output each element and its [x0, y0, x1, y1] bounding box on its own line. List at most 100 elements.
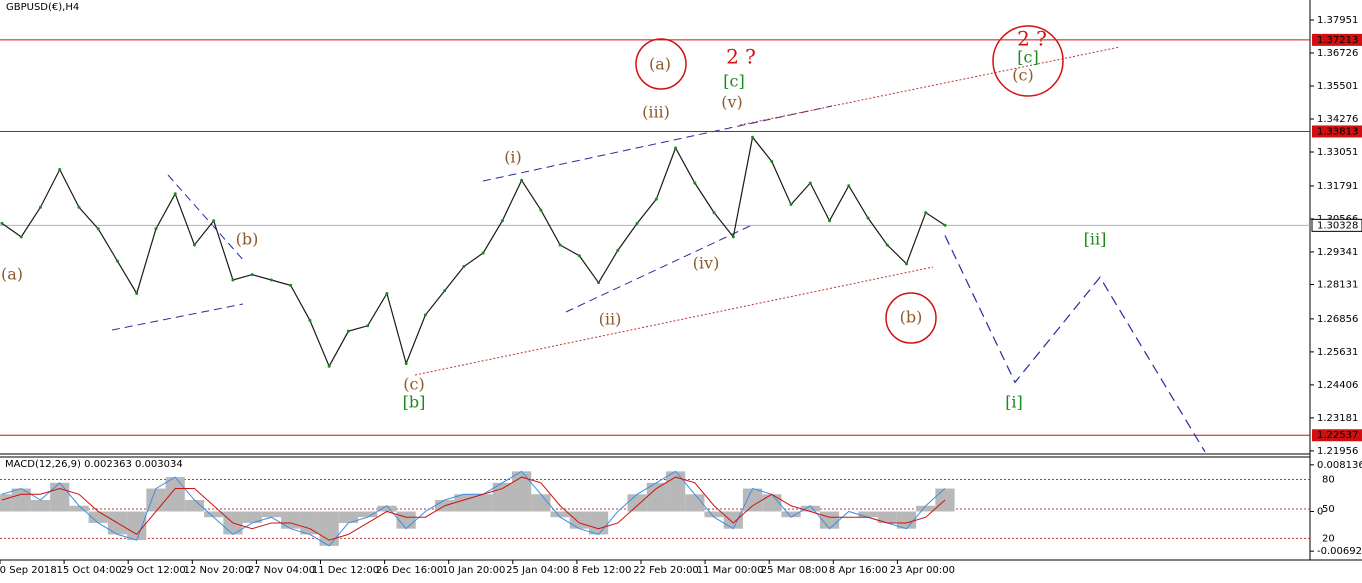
wave-label: (v)	[721, 93, 743, 112]
macd-bar	[146, 488, 166, 512]
macd-bar	[723, 511, 743, 529]
x-tick-label: 23 Apr 00:00	[890, 565, 955, 576]
macd-bar	[127, 511, 147, 541]
wave-label: [b]	[403, 393, 426, 412]
macd-bar	[569, 511, 589, 529]
price-point	[905, 262, 909, 266]
macd-bar	[30, 500, 51, 512]
x-tick-label: 12 Nov 20:00	[184, 565, 251, 576]
price-point	[346, 329, 350, 333]
wave-label: (b)	[900, 308, 923, 327]
price-point	[231, 278, 235, 282]
macd-bar	[781, 511, 801, 518]
macd-bar	[550, 511, 570, 518]
macd-bar	[704, 511, 724, 518]
macd-bar	[300, 511, 320, 535]
price-point	[828, 219, 832, 223]
y-tick-label: 1.21956	[1317, 446, 1358, 457]
macd-bar	[588, 511, 609, 535]
macd-bar	[358, 511, 378, 518]
macd-bar	[454, 494, 474, 512]
x-tick-label: 11 Mar 00:00	[697, 565, 764, 576]
wave-label: (iv)	[693, 254, 720, 273]
price-point	[808, 181, 812, 185]
price-point	[154, 227, 158, 231]
x-tick-label: 29 Oct 12:00	[121, 565, 186, 576]
y-tick-label: 1.37951	[1317, 15, 1358, 26]
price-point	[423, 313, 427, 317]
price-point	[481, 251, 485, 255]
y-tick-label: 1.28131	[1317, 280, 1358, 291]
price-point	[693, 181, 697, 185]
macd-bar	[627, 494, 647, 512]
level-tag	[1312, 429, 1362, 442]
macd-bar	[242, 511, 262, 523]
price-point	[173, 192, 177, 196]
price-point	[58, 168, 62, 172]
wave-labels: (a) (b) (c) [b] (i) (ii) (iii) (iv) (v) …	[1, 27, 1106, 412]
y-tick-label: 1.35501	[1317, 81, 1358, 92]
macd-bar	[377, 505, 397, 512]
wave-label: (i)	[504, 148, 522, 167]
macd-bar	[646, 482, 666, 512]
y-tick-label: 1.31791	[1317, 181, 1358, 192]
channel-line	[414, 266, 934, 376]
y-tick-label: 1.34276	[1317, 114, 1358, 125]
price-point	[250, 273, 254, 277]
level-tag	[1312, 33, 1362, 46]
x-tick-label: 8 Feb 12:00	[572, 565, 631, 576]
price-point	[500, 219, 504, 223]
x-tick-label: 25 Jan 04:00	[506, 565, 569, 576]
price-point	[96, 227, 100, 231]
price-point	[192, 243, 196, 247]
wave-label: [ii]	[1084, 230, 1107, 249]
y-tick-label: 1.25631	[1317, 347, 1358, 358]
price-point	[539, 208, 543, 212]
trend-line	[167, 174, 246, 263]
wave-label: 2 ?	[726, 45, 756, 69]
price-point	[616, 248, 620, 252]
wave-label: (a)	[649, 55, 671, 74]
macd-bar	[762, 494, 782, 512]
y-tick-label: 1.23181	[1317, 413, 1358, 424]
price-point	[443, 289, 447, 293]
price-point	[789, 203, 793, 207]
price-point	[866, 216, 870, 220]
y-tick-label: 1.24406	[1317, 380, 1358, 391]
y-tick-label: 1.26856	[1317, 314, 1358, 325]
price-point	[731, 235, 735, 239]
wave-label: (a)	[1, 265, 23, 284]
price-point	[751, 135, 755, 139]
macd-bar	[69, 505, 89, 512]
price-point	[212, 219, 216, 223]
wave-circle	[992, 25, 1064, 97]
trend-line	[482, 105, 833, 182]
price-point	[0, 221, 4, 225]
macd-bar	[338, 511, 359, 523]
trend-line	[111, 303, 244, 331]
wave-circle	[885, 292, 937, 344]
wave-label: (iii)	[642, 103, 670, 122]
macd-bar	[916, 505, 936, 512]
price-line	[1, 135, 946, 368]
x-tick-label: 11 Dec 12:00	[312, 565, 379, 576]
level-label: 1.22537	[1317, 430, 1358, 441]
wave-label: (c)	[403, 375, 424, 394]
price-point	[712, 211, 716, 215]
price-point	[327, 364, 331, 368]
macd-line	[1, 470, 946, 547]
macd-bar	[319, 511, 339, 546]
price-point	[269, 278, 273, 282]
trend-line	[565, 224, 753, 313]
price-point	[847, 184, 851, 188]
price-point	[385, 291, 389, 295]
price-point	[654, 197, 658, 201]
price-point	[462, 265, 466, 269]
x-tick-label: 15 Oct 04:00	[56, 565, 121, 576]
price-point	[308, 318, 312, 322]
price-point	[943, 223, 947, 227]
trend-lines	[111, 46, 1121, 376]
macd-bar	[685, 494, 705, 512]
price-point	[597, 281, 601, 285]
macd-level-label: 80	[1322, 475, 1335, 486]
